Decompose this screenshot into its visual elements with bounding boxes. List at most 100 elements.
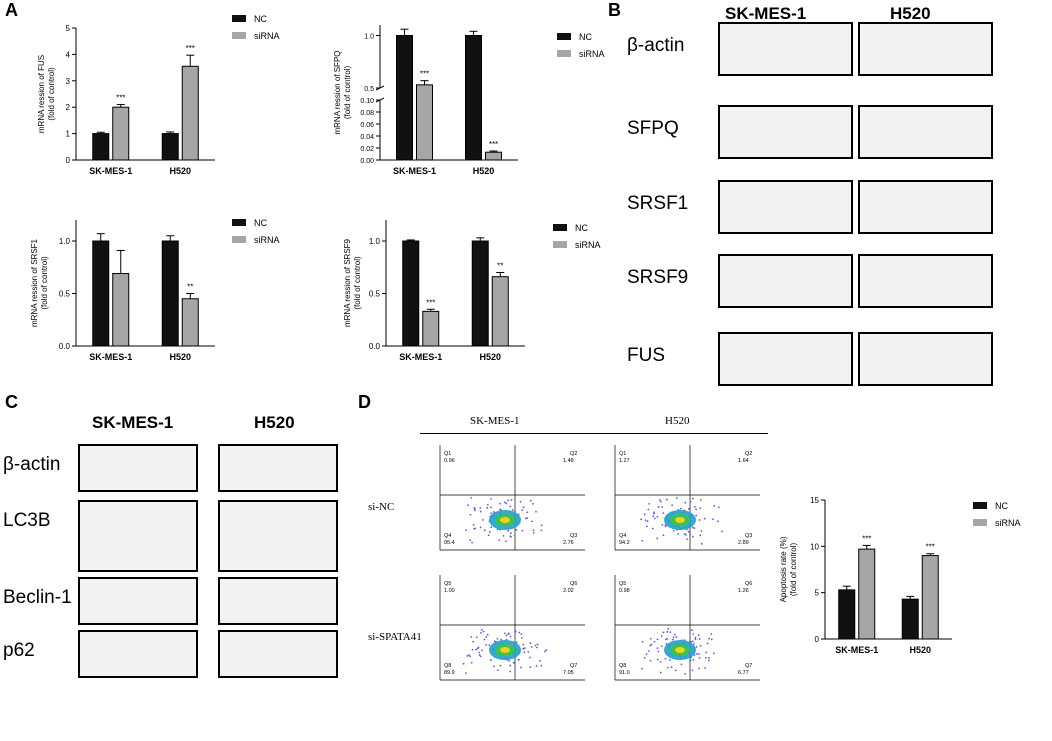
fus-legend-label-sirna: siRNA <box>254 31 280 41</box>
flow-event-dot <box>515 641 518 644</box>
srsf9-bar-sirna <box>491 276 509 347</box>
blot-c-protein-band <box>89 458 133 476</box>
flow-event-dot <box>704 667 707 669</box>
blot-c-blot-box <box>218 500 338 572</box>
flow-event-dot <box>479 655 482 658</box>
flow-event-dot <box>662 534 665 537</box>
blot-c-protein-band <box>229 591 273 609</box>
flow-event-dot <box>471 648 474 651</box>
flow-event-dot <box>462 662 465 665</box>
flow-event-dot <box>694 638 697 641</box>
flow-event-dot <box>485 644 488 646</box>
blot-b-protein-band <box>730 270 780 291</box>
flow-event-dot <box>656 647 659 650</box>
flow-event-dot <box>530 646 533 648</box>
blot-b-title-skmes1: SK-MES-1 <box>725 4 807 23</box>
apoptosis-legend-label-nc: NC <box>995 501 1008 511</box>
blot-b-protein-band <box>730 348 780 369</box>
flow-event-dot <box>647 650 650 652</box>
sfpq-y-tick-label: 0.02 <box>360 146 374 153</box>
flow-event-dot <box>520 633 523 636</box>
sfpq-bar-sirna <box>416 84 433 161</box>
blot-c-blot-box <box>218 630 338 678</box>
blot-b-protein-band <box>931 270 981 291</box>
flow-event-dot <box>710 633 713 635</box>
fus-bar-sirna <box>181 65 199 161</box>
flow-event-dot <box>481 649 483 652</box>
flow-event-dot <box>653 517 656 520</box>
flow-event-dot <box>699 644 702 647</box>
flow-event-dot <box>662 631 665 634</box>
blot-b-protein-label: SFPQ <box>627 118 679 139</box>
flow-event-dot <box>669 659 671 661</box>
blot-b-blot-box <box>858 254 993 308</box>
flow-event-dot <box>650 643 653 646</box>
blot-b-protein-band <box>870 38 920 59</box>
flow-event-dot <box>493 665 495 668</box>
flow-quadrant-value: 2.76 <box>563 540 574 546</box>
flow-event-dot <box>503 501 506 504</box>
flow-event-dot <box>535 510 537 513</box>
flow-event-dot <box>697 634 700 636</box>
flow-event-dot <box>641 539 644 542</box>
apoptosis-y-tick-label: 0 <box>815 635 820 644</box>
blot-b-protein-band <box>791 121 841 142</box>
apoptosis-bar-sirna <box>921 555 939 640</box>
flow-event-dot <box>699 534 702 537</box>
flow-event-dot <box>499 664 502 667</box>
flow-quadrant-name: Q6 <box>745 581 752 587</box>
sfpq-legend-swatch-nc <box>557 33 571 40</box>
srsf1-legend-label-nc: NC <box>254 218 267 228</box>
panel-letter-c: C <box>5 392 18 412</box>
blot-c-protein-band <box>283 644 327 662</box>
blot-c-protein-band <box>283 591 327 609</box>
flow-event-dot <box>473 527 476 530</box>
flow-event-dot <box>691 669 694 672</box>
flow-event-dot <box>529 656 531 659</box>
flow-event-dot <box>659 671 662 674</box>
flow-header-divider <box>420 433 768 434</box>
flow-event-dot <box>679 507 682 510</box>
blot-c-protein-band <box>229 514 273 532</box>
flow-event-dot <box>529 642 532 645</box>
srsf9-y-label: mRNA ression of SRSF9 (fold of control) <box>343 238 362 327</box>
flow-event-dot <box>644 519 647 522</box>
flow-event-dot <box>485 636 488 638</box>
flow-event-dot <box>690 640 693 643</box>
flow-event-dot <box>507 633 510 636</box>
flow-event-dot <box>518 658 520 661</box>
flow-event-dot <box>664 525 667 528</box>
flow-quadrant-value: 6.77 <box>738 670 749 676</box>
flow-event-dot <box>666 637 669 640</box>
flow-event-dot <box>653 511 655 514</box>
sfpq-y-tick-label: 0.10 <box>360 98 374 105</box>
flow-event-dot <box>647 508 650 511</box>
flow-event-dot <box>510 499 513 501</box>
flow-quadrant-value: 0.98 <box>619 588 630 594</box>
flow-event-dot <box>529 666 532 669</box>
flow-event-dot <box>472 524 475 526</box>
flow-event-dot <box>695 653 698 655</box>
flow-event-dot <box>540 664 543 667</box>
flow-event-dot <box>521 529 524 532</box>
flow-event-dot <box>473 507 476 510</box>
flow-event-dot <box>505 502 508 505</box>
flow-event-dot <box>657 506 660 508</box>
apoptosis-y-tick-label: 10 <box>810 542 819 551</box>
fus-legend-swatch-nc <box>232 15 246 22</box>
flow-quadrant-name: Q1 <box>619 451 626 457</box>
srsf1-y-tick-label: 0.5 <box>59 290 71 299</box>
flow-density-core <box>500 647 510 653</box>
flow-event-dot <box>664 657 667 660</box>
bar-chart-sfpq: 0.00 0.02 0.04 0.06 0.08 0.10 0.5 1.0 mRNA ressi… <box>333 25 605 176</box>
srsf9-legend-label-nc: NC <box>575 223 588 233</box>
flow-event-dot <box>507 499 510 502</box>
flow-event-dot <box>527 651 530 653</box>
flow-event-dot <box>705 656 707 659</box>
fus-y-tick-label: 1 <box>66 130 71 139</box>
flow-event-dot <box>486 633 489 636</box>
flow-event-dot <box>503 632 506 635</box>
flow-event-dot <box>479 506 482 509</box>
flow-event-dot <box>700 530 703 532</box>
flow-density-core <box>675 517 685 523</box>
